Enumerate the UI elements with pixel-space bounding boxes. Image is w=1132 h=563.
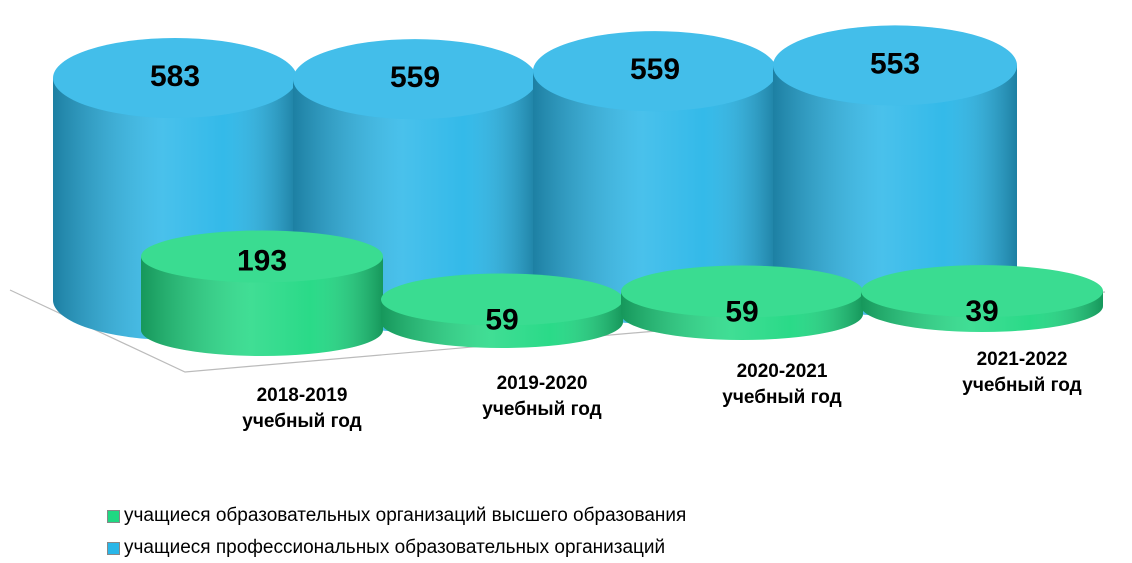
cylinder-top	[293, 39, 537, 120]
x-tick-label: 2021-2022 учебный год	[962, 349, 1082, 396]
value-label: 583	[150, 60, 200, 93]
cylinder-top	[773, 25, 1017, 106]
x-tick-label: 2018-2019 учебный год	[242, 385, 362, 432]
cylinder-top-shine	[621, 265, 863, 318]
value-label: 559	[630, 53, 680, 86]
legend-item: учащиеся профессиональных образовательны…	[107, 537, 665, 559]
cylinder-top	[533, 31, 777, 112]
x-tick-label: 2019-2020 учебный год	[482, 373, 602, 420]
cylinder-top	[53, 38, 297, 118]
front-row: 193 59 59 39	[141, 230, 1103, 356]
x-tick-label: 2020-2021 учебный год	[722, 361, 842, 408]
cylinder-top-shine	[773, 25, 1017, 106]
cylinder-top-shine	[53, 38, 297, 118]
cylinder-top	[861, 265, 1103, 318]
value-label: 39	[965, 295, 998, 328]
cylinder-top-shine	[141, 230, 383, 283]
cylinder-top-shine	[861, 265, 1103, 318]
value-label: 559	[390, 61, 440, 94]
cylinder-top	[141, 230, 383, 283]
legend-label: учащиеся образовательных организаций выс…	[124, 505, 687, 526]
cylinder-top	[381, 273, 623, 326]
cylinder-shade	[773, 65, 1017, 316]
cylinder-top-shine	[293, 39, 537, 120]
value-label: 59	[485, 303, 518, 336]
cylinder-top	[621, 265, 863, 318]
legend-swatch	[107, 509, 120, 523]
legend-item: учащиеся образовательных организаций выс…	[107, 505, 686, 527]
value-label: 553	[870, 47, 920, 80]
cylinder-top-shine	[533, 31, 777, 112]
value-label: 59	[725, 295, 758, 328]
legend-swatch	[107, 541, 120, 555]
cylinder-top-shine	[381, 273, 623, 326]
legend-label: учащиеся профессиональных образовательны…	[124, 537, 666, 558]
value-label: 193	[237, 244, 287, 277]
cylinder-shade	[141, 256, 383, 356]
cylinder-shade	[533, 71, 777, 324]
